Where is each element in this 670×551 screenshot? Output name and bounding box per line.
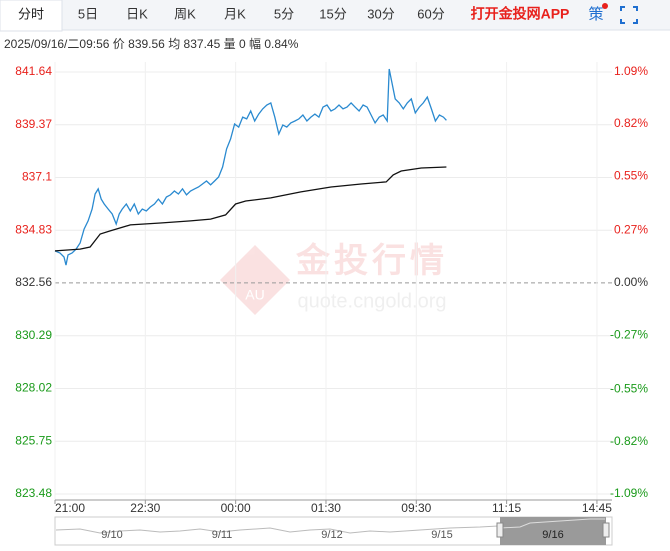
tab[interactable]: 日K bbox=[126, 6, 148, 21]
info-label: 价 bbox=[113, 37, 125, 51]
x-tick-label: 21:00 bbox=[55, 501, 85, 515]
navigator-date: 9/15 bbox=[431, 529, 452, 541]
active-tab bbox=[0, 0, 63, 32]
y2-tick-label: -0.82% bbox=[610, 434, 648, 448]
watermark-url: quote.cngold.org bbox=[297, 290, 446, 312]
fullscreen-button[interactable] bbox=[620, 6, 638, 24]
tab[interactable]: 5日 bbox=[78, 6, 98, 21]
watermark-title: 金投行情 bbox=[295, 241, 448, 280]
y-tick-label: 825.75 bbox=[15, 433, 52, 447]
x-tick-label: 00:00 bbox=[221, 501, 251, 515]
notice-dot bbox=[602, 3, 608, 9]
watermark: AU 金投行情 quote.cngold.org bbox=[220, 241, 448, 315]
x-tick-label: 01:30 bbox=[311, 501, 341, 515]
app-link[interactable]: 打开金投网APP bbox=[471, 6, 570, 22]
watermark-logo bbox=[220, 245, 290, 315]
y-tick-label: 837.1 bbox=[22, 170, 52, 184]
y2-tick-label: 0.55% bbox=[614, 168, 648, 182]
y2-tick-label: 0.00% bbox=[614, 275, 648, 289]
y2-tick-label: 0.27% bbox=[614, 223, 648, 237]
y-tick-label: 823.48 bbox=[15, 486, 52, 500]
x-tick-label: 09:30 bbox=[401, 501, 431, 515]
y2-tick-label: 1.09% bbox=[614, 64, 648, 78]
navigator-overview bbox=[499, 518, 605, 529]
info-label: 幅 bbox=[249, 36, 261, 51]
y-tick-label: 841.64 bbox=[15, 64, 52, 78]
navigator-handle[interactable] bbox=[602, 522, 610, 538]
series-line bbox=[54, 166, 447, 252]
navigator-date: 9/10 bbox=[101, 529, 122, 541]
y2-tick-label: -1.09% bbox=[610, 486, 648, 500]
navigator-date: 9/12 bbox=[321, 529, 342, 541]
y2-tick-label: -0.55% bbox=[610, 382, 648, 396]
x-tick-label: 22:30 bbox=[130, 501, 160, 515]
navigator-handle[interactable] bbox=[496, 522, 504, 538]
info-bar: 2025/09/16/二09:56 价 839.56 均 837.45 量 0 … bbox=[4, 36, 299, 51]
y-tick-label: 834.83 bbox=[15, 222, 52, 236]
x-tick-label: 14:45 bbox=[582, 501, 612, 515]
info-value: 837.45 bbox=[184, 37, 221, 51]
navigator-date: 9/16 bbox=[542, 529, 563, 541]
y2-tick-label: -0.27% bbox=[610, 327, 648, 341]
navigator-overview bbox=[55, 525, 499, 534]
tab[interactable]: 月K bbox=[224, 6, 246, 21]
tab[interactable]: 周K bbox=[174, 6, 196, 21]
strategy-button[interactable]: 策 bbox=[588, 6, 603, 23]
navigator-date: 9/11 bbox=[212, 529, 233, 541]
y-tick-label: 839.37 bbox=[15, 117, 52, 131]
info-value: 839.56 bbox=[128, 37, 165, 51]
info-label: 均 bbox=[168, 37, 180, 51]
y-tick-label: 832.56 bbox=[15, 275, 52, 289]
tab[interactable]: 15分 bbox=[319, 6, 346, 21]
info-label: 量 bbox=[224, 37, 236, 51]
series-line bbox=[54, 68, 447, 266]
tab[interactable]: 分时 bbox=[18, 6, 44, 21]
info-datetime: 2025/09/16/二09:56 bbox=[4, 37, 110, 51]
tab[interactable]: 5分 bbox=[274, 6, 294, 21]
watermark-logo-text: AU bbox=[245, 287, 264, 303]
y2-tick-label: 0.82% bbox=[614, 116, 648, 130]
tab[interactable]: 30分 bbox=[367, 6, 394, 21]
info-value: 0 bbox=[239, 37, 246, 51]
y-tick-label: 830.29 bbox=[15, 328, 52, 342]
x-tick-label: 11:15 bbox=[492, 501, 521, 515]
toolbar bbox=[0, 0, 670, 30]
info-value: 0.84% bbox=[264, 37, 298, 51]
tab[interactable]: 60分 bbox=[417, 6, 444, 21]
y-tick-label: 828.02 bbox=[15, 381, 52, 395]
